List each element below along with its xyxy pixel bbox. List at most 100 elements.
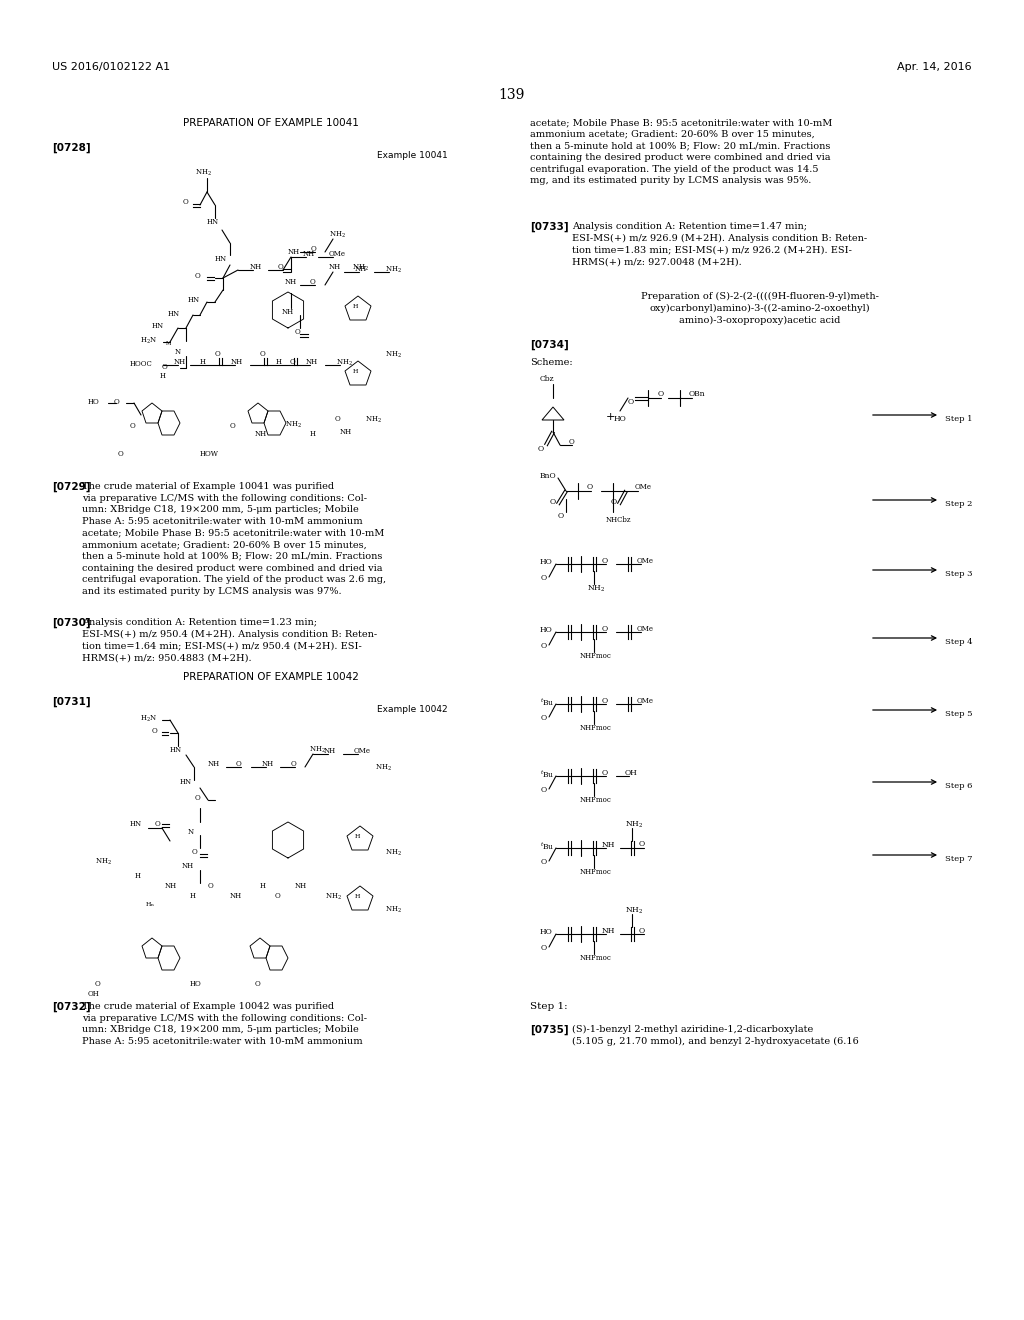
Text: O: O [541, 944, 547, 952]
Text: $\mathregular{NH_2}$: $\mathregular{NH_2}$ [625, 820, 643, 830]
Text: OMe: OMe [329, 249, 346, 257]
Text: NH: NH [340, 428, 352, 436]
Text: $\mathregular{NH_2}$: $\mathregular{NH_2}$ [309, 744, 326, 755]
Text: H: H [260, 882, 266, 890]
Text: O: O [538, 445, 544, 453]
Text: NH: NH [295, 882, 307, 890]
Text: HN: HN [180, 777, 193, 785]
Text: H: H [355, 894, 360, 899]
Text: $\mathregular{H_n}$: $\mathregular{H_n}$ [145, 900, 156, 909]
Text: $\mathregular{NH_2}$: $\mathregular{NH_2}$ [336, 358, 353, 368]
Text: NHFmoc: NHFmoc [580, 723, 612, 733]
Text: HO: HO [190, 979, 202, 987]
Text: O: O [236, 760, 242, 768]
Text: O: O [290, 358, 296, 366]
Text: Step 7: Step 7 [945, 855, 973, 863]
Text: O: O [114, 399, 120, 407]
Text: NH: NH [250, 263, 262, 271]
Text: O: O [291, 760, 297, 768]
Text: O: O [295, 327, 301, 337]
Text: O: O [275, 892, 281, 900]
Text: O: O [195, 795, 201, 803]
Text: $\mathregular{^\mathit{t}}$Bu: $\mathregular{^\mathit{t}}$Bu [540, 768, 555, 780]
Text: O: O [230, 422, 236, 430]
Text: O: O [550, 498, 556, 506]
Text: $\mathregular{NH_2}$: $\mathregular{NH_2}$ [325, 892, 342, 902]
Text: H: H [353, 304, 358, 309]
Text: OBn: OBn [689, 389, 706, 399]
Text: [0733]: [0733] [530, 222, 568, 232]
Text: [0729]: [0729] [52, 482, 90, 492]
Text: NH: NH [602, 927, 615, 935]
Text: N: N [188, 828, 195, 836]
Text: O: O [311, 246, 316, 253]
Text: H: H [353, 370, 358, 374]
Text: O: O [95, 979, 100, 987]
Text: O: O [155, 820, 161, 828]
Text: [0731]: [0731] [52, 697, 91, 708]
Text: Step 4: Step 4 [945, 638, 973, 645]
Text: OMe: OMe [637, 557, 654, 565]
Text: Analysis condition A: Retention time=1.47 min;
ESI-MS(+) m/z 926.9 (M+2H). Analy: Analysis condition A: Retention time=1.4… [572, 222, 867, 267]
Text: O: O [130, 422, 136, 430]
Text: US 2016/0102122 A1: US 2016/0102122 A1 [52, 62, 170, 73]
Text: Apr. 14, 2016: Apr. 14, 2016 [897, 62, 972, 73]
Text: O: O [611, 498, 617, 506]
Text: O: O [602, 697, 608, 705]
Text: HOW: HOW [200, 450, 219, 458]
Text: $\mathregular{^\mathit{t}}$Bu: $\mathregular{^\mathit{t}}$Bu [540, 696, 555, 708]
Text: NH: NH [255, 430, 267, 438]
Text: Step 1:: Step 1: [530, 1002, 567, 1011]
Text: The crude material of Example 10042 was purified
via preparative LC/MS with the : The crude material of Example 10042 was … [82, 1002, 367, 1045]
Text: H: H [310, 430, 316, 438]
Text: +: + [606, 412, 615, 422]
Text: HOOC: HOOC [130, 360, 153, 368]
Text: H: H [355, 834, 360, 840]
Text: $\mathregular{NH_2}$: $\mathregular{NH_2}$ [329, 230, 346, 240]
Text: NH: NH [324, 747, 336, 755]
Text: [0730]: [0730] [52, 618, 91, 628]
Text: NHFmoc: NHFmoc [580, 954, 612, 962]
Text: BnO: BnO [540, 473, 557, 480]
Text: O: O [541, 858, 547, 866]
Text: PREPARATION OF EXAMPLE 10042: PREPARATION OF EXAMPLE 10042 [183, 672, 359, 682]
Text: NH: NH [285, 279, 297, 286]
Text: $\mathregular{NH_2}$: $\mathregular{NH_2}$ [375, 763, 392, 774]
Text: O: O [569, 438, 574, 446]
Text: [0728]: [0728] [52, 143, 91, 153]
Text: NH: NH [165, 882, 177, 890]
Text: Step 6: Step 6 [945, 781, 973, 789]
Text: O: O [152, 727, 158, 735]
Text: NH: NH [303, 249, 315, 257]
Text: OMe: OMe [354, 747, 371, 755]
Text: [0732]: [0732] [52, 1002, 91, 1012]
Text: H: H [135, 873, 141, 880]
Text: $\mathregular{NH_2}$: $\mathregular{NH_2}$ [195, 168, 212, 178]
Text: OMe: OMe [637, 697, 654, 705]
Text: NH: NH [282, 308, 294, 315]
Text: Analysis condition A: Retention time=1.23 min;
ESI-MS(+) m/z 950.4 (M+2H). Analy: Analysis condition A: Retention time=1.2… [82, 618, 377, 663]
Text: Cbz: Cbz [540, 375, 555, 383]
Text: $\mathregular{NH_2}$: $\mathregular{NH_2}$ [385, 350, 402, 360]
Text: $\mathregular{NH_2}$: $\mathregular{NH_2}$ [385, 847, 402, 858]
Text: O: O [639, 840, 645, 847]
Text: O: O [558, 512, 564, 520]
Text: NH: NH [208, 760, 220, 768]
Text: $\mathregular{H_2N}$: $\mathregular{H_2N}$ [140, 714, 158, 725]
Text: H: H [190, 892, 196, 900]
Text: O: O [602, 557, 608, 565]
Text: O: O [118, 450, 124, 458]
Text: $\mathregular{NH_2}$: $\mathregular{NH_2}$ [95, 857, 112, 867]
Text: OMe: OMe [637, 624, 654, 634]
Text: O: O [639, 927, 645, 935]
Text: O: O [602, 770, 608, 777]
Text: NH: NH [174, 358, 186, 366]
Text: O: O [255, 979, 261, 987]
Text: O: O [195, 272, 201, 280]
Text: 139: 139 [499, 88, 525, 102]
Text: Example 10042: Example 10042 [378, 705, 449, 714]
Text: HN: HN [215, 255, 227, 263]
Text: $\mathregular{NH_2}$: $\mathregular{NH_2}$ [625, 906, 643, 916]
Text: O: O [335, 414, 341, 422]
Text: O: O [658, 389, 665, 399]
